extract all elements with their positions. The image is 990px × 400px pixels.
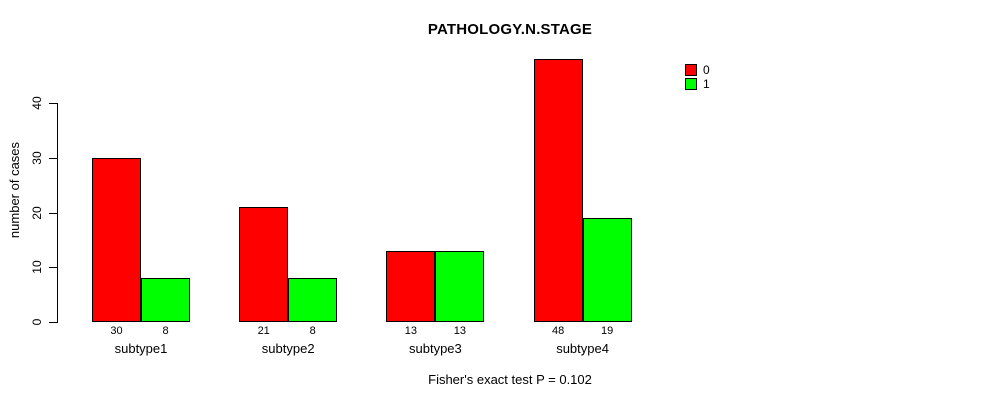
bar-subtype1-series0	[92, 157, 141, 322]
bar-value-subtype1-series1: 8	[162, 325, 169, 337]
y-tick-label: 30	[30, 151, 44, 165]
bar-subtype4-series1	[582, 217, 632, 322]
bar-subtype4-series0	[533, 59, 583, 322]
y-tick-mark	[49, 212, 57, 214]
y-tick-label: 10	[30, 260, 44, 274]
bar-subtype1-series1	[141, 278, 190, 322]
bar-value-subtype1-series0: 30	[110, 325, 123, 337]
bar-value-subtype4-series0: 48	[551, 325, 565, 337]
y-tick-label: 0	[30, 318, 44, 326]
bar-subtype3-series1	[435, 250, 485, 322]
bar-value-subtype3-series1: 13	[453, 325, 467, 337]
y-tick-label: 20	[30, 205, 44, 220]
category-label-subtype1: subtype1	[114, 341, 168, 356]
bar-value-subtype2-series0: 21	[257, 325, 270, 337]
y-tick-mark	[49, 157, 57, 159]
y-axis-title: number of cases	[7, 141, 22, 239]
y-tick-mark	[49, 103, 57, 104]
bar-value-subtype4-series1: 19	[600, 325, 614, 337]
category-label-subtype3: subtype3	[409, 341, 462, 356]
legend-swatch-icon	[685, 64, 697, 76]
y-tick-mark	[49, 322, 57, 323]
chart-title: PATHOLOGY.N.STAGE	[427, 21, 593, 38]
bar-subtype3-series0	[386, 250, 436, 322]
bar-subtype2-series0	[239, 207, 289, 322]
legend-label: 1	[703, 77, 710, 91]
legend-swatch-icon	[685, 78, 697, 90]
legend-item-0: 0	[685, 63, 710, 77]
y-axis-line	[57, 103, 58, 323]
y-tick-label: 40	[30, 96, 44, 110]
fisher-test-caption: Fisher's exact test P = 0.102	[428, 372, 592, 387]
bar-value-subtype3-series0: 13	[404, 325, 418, 337]
y-tick-mark	[49, 267, 57, 269]
category-label-subtype4: subtype4	[556, 341, 609, 356]
category-label-subtype2: subtype2	[261, 341, 315, 356]
legend-label: 0	[703, 63, 710, 77]
bar-value-subtype2-series1: 8	[309, 325, 316, 337]
bar-subtype2-series1	[288, 278, 338, 322]
legend-item-1: 1	[685, 77, 710, 91]
